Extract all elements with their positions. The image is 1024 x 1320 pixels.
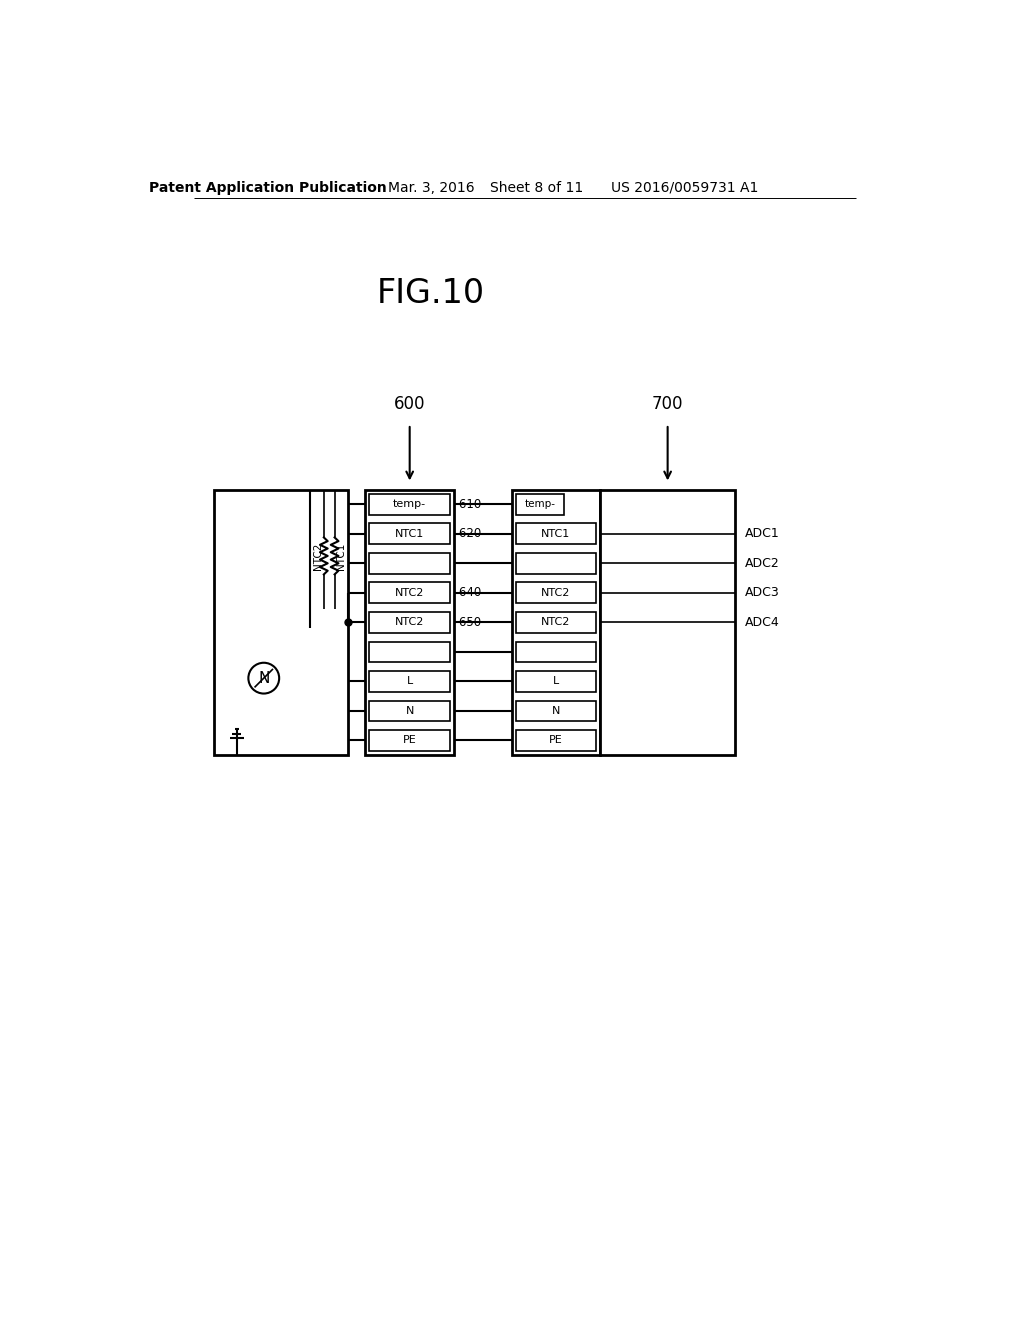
Bar bbox=[515, 642, 596, 663]
Text: ADC4: ADC4 bbox=[744, 616, 779, 628]
Text: 700: 700 bbox=[652, 395, 683, 413]
Bar bbox=[370, 582, 451, 603]
Text: –620: –620 bbox=[454, 527, 482, 540]
Text: NTC1: NTC1 bbox=[336, 543, 346, 570]
Bar bbox=[214, 490, 348, 755]
Text: N: N bbox=[258, 671, 269, 685]
Text: temp-: temp- bbox=[524, 499, 555, 510]
Bar bbox=[370, 553, 451, 574]
Bar bbox=[515, 494, 564, 515]
Bar bbox=[370, 612, 451, 632]
Text: ADC1: ADC1 bbox=[744, 527, 779, 540]
Text: NTC2: NTC2 bbox=[542, 618, 570, 627]
Bar bbox=[515, 524, 596, 544]
Bar bbox=[515, 701, 596, 721]
Text: –650: –650 bbox=[454, 616, 482, 628]
Text: N: N bbox=[406, 706, 414, 715]
Bar bbox=[515, 730, 596, 751]
Text: 600: 600 bbox=[394, 395, 425, 413]
Bar bbox=[366, 490, 454, 755]
Bar bbox=[370, 701, 451, 721]
Text: –610: –610 bbox=[454, 498, 482, 511]
Bar bbox=[370, 524, 451, 544]
Text: NTC2: NTC2 bbox=[312, 543, 323, 570]
Bar bbox=[600, 490, 735, 755]
Text: NTC1: NTC1 bbox=[542, 529, 570, 539]
Bar bbox=[515, 553, 596, 574]
Text: Sheet 8 of 11: Sheet 8 of 11 bbox=[489, 181, 583, 194]
Text: NTC2: NTC2 bbox=[395, 618, 424, 627]
Text: ADC2: ADC2 bbox=[744, 557, 779, 570]
Bar bbox=[515, 612, 596, 632]
Text: US 2016/0059731 A1: US 2016/0059731 A1 bbox=[611, 181, 759, 194]
Text: PE: PE bbox=[549, 735, 563, 746]
Bar bbox=[512, 490, 600, 755]
Text: temp-: temp- bbox=[393, 499, 426, 510]
Bar bbox=[370, 494, 451, 515]
Text: L: L bbox=[553, 676, 559, 686]
Text: N: N bbox=[552, 706, 560, 715]
Bar bbox=[515, 582, 596, 603]
Text: Patent Application Publication: Patent Application Publication bbox=[148, 181, 386, 194]
Bar bbox=[370, 730, 451, 751]
Text: NTC1: NTC1 bbox=[395, 529, 424, 539]
Bar bbox=[370, 671, 451, 692]
Text: NTC2: NTC2 bbox=[542, 587, 570, 598]
Text: Mar. 3, 2016: Mar. 3, 2016 bbox=[387, 181, 474, 194]
Text: ADC3: ADC3 bbox=[744, 586, 779, 599]
Text: PE: PE bbox=[402, 735, 417, 746]
Text: FIG.10: FIG.10 bbox=[377, 277, 485, 310]
Bar bbox=[370, 642, 451, 663]
Bar bbox=[515, 671, 596, 692]
Text: –640: –640 bbox=[454, 586, 482, 599]
Text: NTC2: NTC2 bbox=[395, 587, 424, 598]
Text: L: L bbox=[407, 676, 413, 686]
